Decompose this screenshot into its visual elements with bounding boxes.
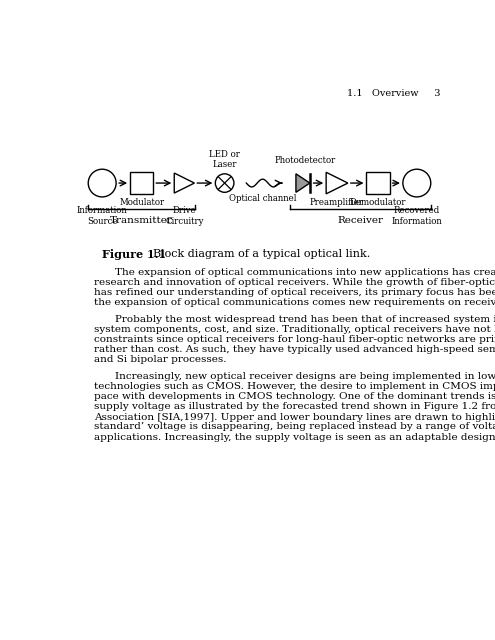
Polygon shape <box>326 172 348 194</box>
Text: the expansion of optical communications comes new requirements on receiver desig: the expansion of optical communications … <box>95 298 495 307</box>
Text: Increasingly, new optical receiver designs are being implemented in low-cost, hi: Increasingly, new optical receiver desig… <box>114 372 495 381</box>
Text: Transmitter: Transmitter <box>110 216 173 225</box>
Text: Optical channel: Optical channel <box>229 194 297 203</box>
Text: applications. Increasingly, the supply voltage is seen as an adaptable design pa: applications. Increasingly, the supply v… <box>95 433 495 442</box>
Text: Demodulator: Demodulator <box>350 198 406 207</box>
Text: and Si bipolar processes.: and Si bipolar processes. <box>95 355 227 364</box>
Text: has refined our understanding of optical receivers, its primary focus has been o: has refined our understanding of optical… <box>95 288 495 297</box>
Text: The expansion of optical communications into new applications has created exciti: The expansion of optical communications … <box>114 268 495 276</box>
Text: Preamplifier: Preamplifier <box>310 198 364 207</box>
Text: supply voltage as illustrated by the forecasted trend shown in Figure 1.2 from t: supply voltage as illustrated by the for… <box>95 402 495 411</box>
Circle shape <box>215 174 234 192</box>
Text: LED or
Laser: LED or Laser <box>209 150 240 169</box>
Bar <box>130 172 153 194</box>
Text: standard’ voltage is disappearing, being replaced instead by a range of voltages: standard’ voltage is disappearing, being… <box>95 422 495 431</box>
Text: Information
Source: Information Source <box>77 206 128 227</box>
Text: pace with developments in CMOS technology. One of the dominant trends is the con: pace with developments in CMOS technolog… <box>95 392 495 401</box>
Circle shape <box>403 169 431 197</box>
Text: rather than cost. As such, they have typically used advanced high-speed semicond: rather than cost. As such, they have typ… <box>95 345 495 354</box>
Text: research and innovation of optical receivers. While the growth of fiber-optic ne: research and innovation of optical recei… <box>95 278 495 287</box>
Text: system components, cost, and size. Traditionally, optical receivers have not bee: system components, cost, and size. Tradi… <box>95 324 495 333</box>
Text: Receiver: Receiver <box>337 216 383 225</box>
Text: technologies such as CMOS. However, the desire to implement in CMOS implies a ne: technologies such as CMOS. However, the … <box>95 381 495 390</box>
Polygon shape <box>296 174 310 192</box>
Circle shape <box>88 169 116 197</box>
Text: 1.1   Overview     3: 1.1 Overview 3 <box>346 89 440 98</box>
Bar <box>366 172 390 194</box>
Text: Recovered
Information: Recovered Information <box>392 206 442 227</box>
Text: constraints since optical receivers for long-haul fiber-optic networks are princ: constraints since optical receivers for … <box>95 335 495 344</box>
Polygon shape <box>174 173 195 193</box>
Text: Modulator: Modulator <box>119 198 164 207</box>
Text: Drive
Circuitry: Drive Circuitry <box>165 206 203 227</box>
Text: Association [SIA,1997]. Upper and lower boundary lines are drawn to highlight th: Association [SIA,1997]. Upper and lower … <box>95 412 495 422</box>
Text: Figure 1.1: Figure 1.1 <box>102 249 166 260</box>
Text: Block diagram of a typical optical link.: Block diagram of a typical optical link. <box>153 249 371 259</box>
Text: Probably the most widespread trend has been that of increased system integration: Probably the most widespread trend has b… <box>114 315 495 324</box>
Text: Photodetector: Photodetector <box>275 156 336 165</box>
